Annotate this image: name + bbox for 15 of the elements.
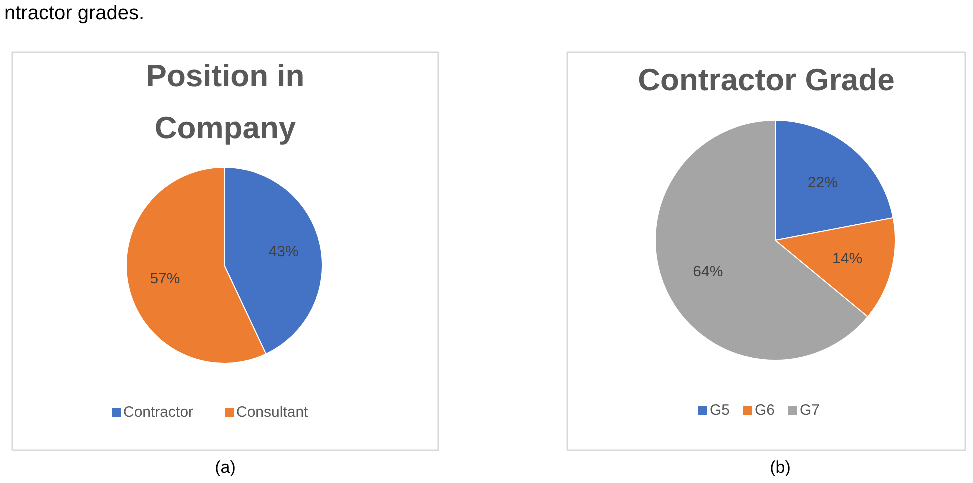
legend-label: Contractor — [124, 404, 194, 421]
chart-title: Contractor Grade — [638, 62, 895, 98]
legend-label: G6 — [755, 402, 776, 419]
data-label: 57% — [150, 270, 180, 288]
text: (a) — [215, 458, 236, 477]
data-label: 22% — [808, 174, 838, 192]
data-label: 43% — [268, 244, 299, 261]
data-label: 14% — [832, 250, 863, 268]
legend-label: G5 — [710, 402, 730, 419]
legend-label: G7 — [800, 402, 820, 419]
text: ntractor grades. — [4, 2, 145, 24]
text: (b) — [770, 458, 791, 477]
legend-label: Consultant — [236, 404, 310, 421]
data-label: 64% — [693, 264, 724, 281]
chart-title: Position in Company — [146, 58, 305, 146]
